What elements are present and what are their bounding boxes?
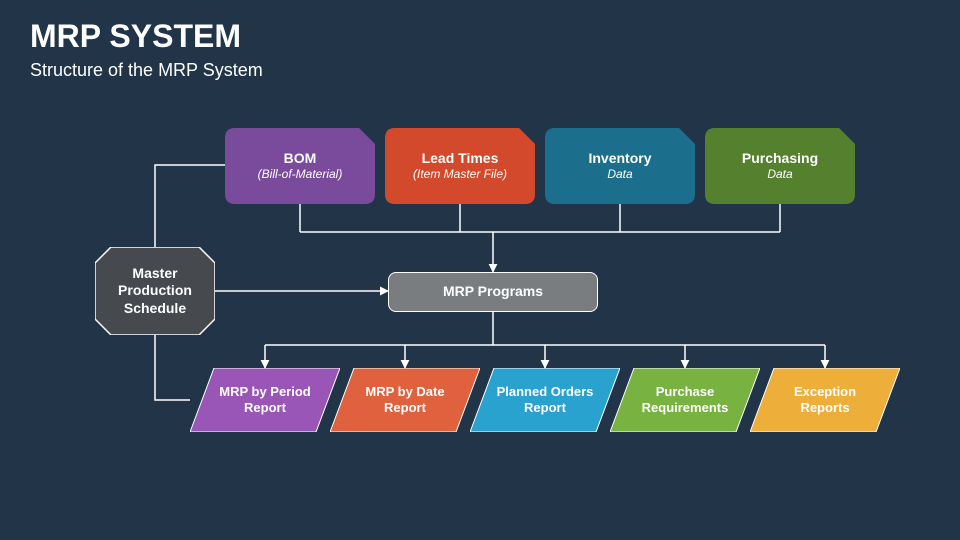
output-r-period-line2: Report <box>219 400 311 416</box>
output-r-planned-line1: Planned Orders <box>497 384 594 400</box>
input-purchasing: Purchasing Data <box>705 128 855 204</box>
input-lead-line2: (Item Master File) <box>413 167 507 182</box>
programs-label: MRP Programs <box>443 283 543 301</box>
input-purchasing-line1: Purchasing <box>742 150 818 168</box>
output-r-exception-line2: Reports <box>794 400 856 416</box>
output-r-purchase-line2: Requirements <box>642 400 729 416</box>
input-bom-line2: (Bill-of-Material) <box>258 167 343 182</box>
page-title: MRP SYSTEM <box>30 18 241 55</box>
output-r-period-line1: MRP by Period <box>219 384 311 400</box>
output-r-planned: Planned Orders Report <box>470 368 620 432</box>
output-r-planned-line2: Report <box>497 400 594 416</box>
node-programs: MRP Programs <box>388 272 598 312</box>
output-r-date: MRP by Date Report <box>330 368 480 432</box>
mps-line3: Schedule <box>118 300 192 318</box>
node-mps: Master Production Schedule <box>95 247 215 335</box>
page-subtitle: Structure of the MRP System <box>30 60 263 81</box>
input-bom: BOM (Bill-of-Material) <box>225 128 375 204</box>
mps-line2: Production <box>118 282 192 300</box>
output-r-exception-line1: Exception <box>794 384 856 400</box>
output-r-period: MRP by Period Report <box>190 368 340 432</box>
output-r-date-line1: MRP by Date <box>365 384 444 400</box>
output-r-exception: Exception Reports <box>750 368 900 432</box>
input-inventory-line2: Data <box>588 167 651 182</box>
input-purchasing-line2: Data <box>742 167 818 182</box>
input-inventory: Inventory Data <box>545 128 695 204</box>
input-lead: Lead Times (Item Master File) <box>385 128 535 204</box>
mps-line1: Master <box>118 265 192 283</box>
output-r-purchase-line1: Purchase <box>642 384 729 400</box>
input-bom-line1: BOM <box>258 150 343 168</box>
output-r-date-line2: Report <box>365 400 444 416</box>
input-lead-line1: Lead Times <box>413 150 507 168</box>
input-inventory-line1: Inventory <box>588 150 651 168</box>
output-r-purchase: Purchase Requirements <box>610 368 760 432</box>
